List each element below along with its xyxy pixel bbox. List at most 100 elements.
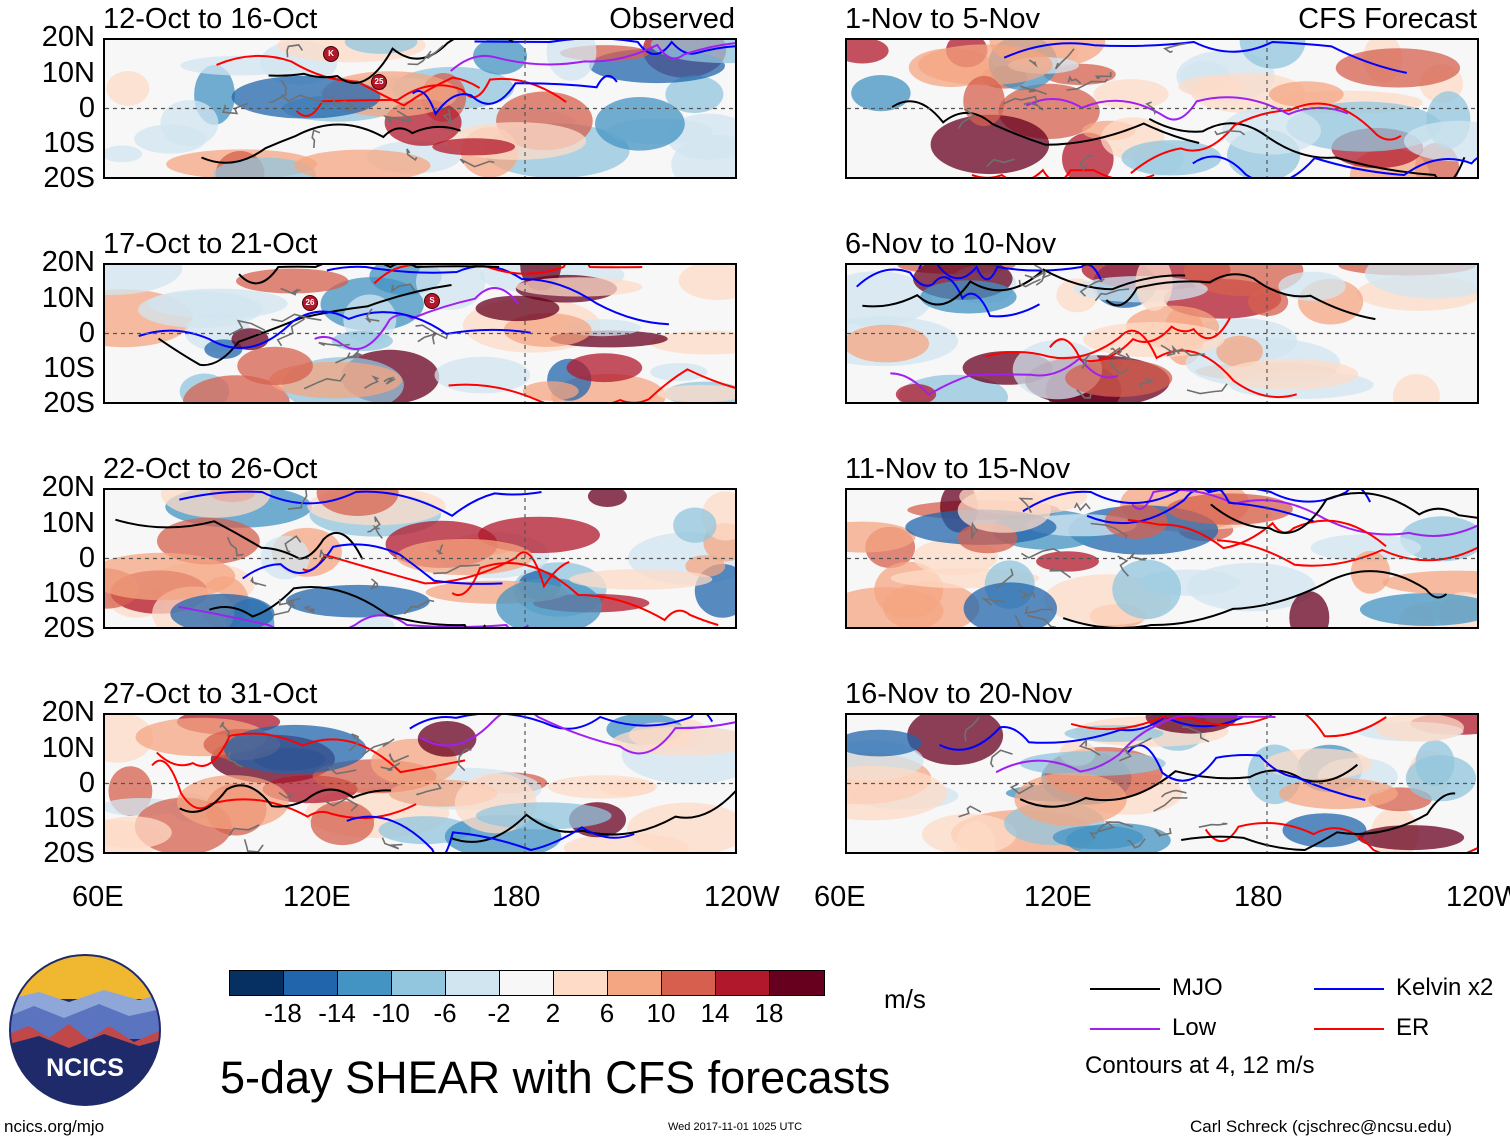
coastline bbox=[1154, 827, 1172, 838]
footer-timestamp: Wed 2017-11-01 1025 UTC bbox=[668, 1121, 803, 1133]
panel-title: 22-Oct to 26-Oct bbox=[103, 453, 318, 485]
contour-line bbox=[157, 284, 452, 367]
shear-shading bbox=[236, 268, 349, 294]
coastline bbox=[1117, 555, 1130, 577]
coastline bbox=[250, 576, 267, 587]
colorbar-swatch bbox=[554, 971, 608, 995]
footer-url[interactable]: ncics.org/mjo bbox=[4, 1117, 105, 1136]
coastline bbox=[958, 805, 982, 818]
coastline bbox=[369, 578, 379, 590]
latitude-label: 20S bbox=[43, 162, 95, 194]
shear-shading bbox=[417, 721, 477, 757]
shear-shading bbox=[1278, 271, 1346, 301]
latitude-label: 20N bbox=[41, 696, 95, 728]
shear-shading bbox=[503, 313, 592, 347]
shear-shading bbox=[656, 384, 735, 402]
coastline bbox=[1198, 822, 1228, 828]
shear-shading bbox=[434, 356, 531, 394]
contour-line bbox=[450, 790, 735, 843]
latitude-label: 10S bbox=[43, 577, 95, 609]
longitude-label: 120E bbox=[283, 881, 351, 913]
coastline bbox=[957, 108, 976, 129]
shear-shading bbox=[148, 288, 288, 319]
contour-line bbox=[1062, 570, 1448, 627]
shear-shading bbox=[1403, 120, 1477, 162]
contour-line bbox=[1181, 792, 1456, 852]
coastline bbox=[1153, 796, 1188, 812]
shear-shading bbox=[1289, 591, 1330, 627]
coastline bbox=[1186, 383, 1228, 395]
contour-line bbox=[862, 268, 1186, 308]
coastline bbox=[271, 313, 322, 323]
shear-shading bbox=[316, 490, 399, 516]
shear-shading bbox=[476, 802, 612, 830]
coastline bbox=[268, 80, 287, 104]
coastline bbox=[288, 490, 308, 510]
shear-shading bbox=[105, 145, 143, 163]
shear-shading bbox=[1247, 287, 1289, 316]
shear-shading bbox=[237, 346, 313, 386]
shear-shading bbox=[665, 75, 724, 114]
panel-title: 6-Nov to 10-Nov bbox=[845, 228, 1057, 260]
shear-shading bbox=[685, 555, 726, 578]
coastline bbox=[364, 308, 380, 323]
shear-shading bbox=[1382, 570, 1477, 595]
latitude-label: 20N bbox=[41, 21, 95, 53]
coastline bbox=[228, 319, 266, 336]
contour-line bbox=[448, 368, 735, 402]
storm-marker: K bbox=[323, 46, 339, 62]
legend-line-3 bbox=[1314, 1028, 1384, 1030]
storm-marker: 25 bbox=[371, 74, 387, 90]
shear-shading bbox=[396, 538, 534, 576]
latitude-label: 10N bbox=[41, 732, 95, 764]
shear-shading bbox=[1405, 755, 1476, 802]
coastline bbox=[1020, 547, 1062, 559]
contour-line bbox=[1130, 102, 1402, 174]
coastline bbox=[226, 536, 244, 557]
shear-shading bbox=[344, 40, 418, 54]
coastline bbox=[1028, 59, 1038, 68]
contour-line bbox=[451, 561, 719, 626]
storm-marker: S bbox=[424, 293, 440, 309]
colorbar-swatch bbox=[230, 971, 284, 995]
colorbar-swatch bbox=[392, 971, 446, 995]
coastline bbox=[383, 376, 396, 385]
coastline bbox=[1079, 154, 1095, 172]
shear-shading bbox=[671, 134, 735, 177]
shear-shading bbox=[1065, 359, 1173, 397]
coastline bbox=[1138, 377, 1155, 388]
shear-shading bbox=[157, 517, 260, 565]
coastline bbox=[1073, 502, 1091, 512]
panel-title: 1-Nov to 5-Nov bbox=[845, 3, 1041, 35]
longitude-label: 120W bbox=[1446, 881, 1510, 913]
shear-shading bbox=[496, 578, 602, 627]
colorbar-tick-label: 2 bbox=[545, 998, 561, 1028]
contour-line bbox=[115, 518, 364, 560]
colorbar-swatch bbox=[446, 971, 500, 995]
shear-shading bbox=[1357, 825, 1465, 851]
coastline bbox=[1014, 614, 1024, 627]
contour-line bbox=[156, 732, 466, 774]
contour-line bbox=[238, 265, 500, 285]
shear-shading bbox=[548, 775, 657, 799]
contour-line bbox=[1022, 490, 1314, 523]
coastline bbox=[1094, 288, 1130, 302]
coastline bbox=[1024, 605, 1053, 615]
panel-title: 11-Nov to 15-Nov bbox=[845, 453, 1071, 485]
latitude-label: 10N bbox=[41, 57, 95, 89]
contour-line bbox=[995, 715, 1276, 774]
shear-shading bbox=[918, 44, 1053, 86]
shear-shading bbox=[1392, 374, 1440, 402]
main-title: 5-day SHEAR with CFS forecasts bbox=[220, 1052, 891, 1103]
colorbar-swatch bbox=[662, 971, 716, 995]
coastline bbox=[1067, 75, 1082, 85]
contour-line bbox=[216, 54, 481, 107]
coastline bbox=[1026, 614, 1057, 627]
contour-line bbox=[179, 490, 542, 517]
contour-line bbox=[346, 815, 635, 852]
contour-line bbox=[856, 268, 1040, 318]
contour-line bbox=[474, 40, 735, 56]
shear-shading bbox=[170, 593, 275, 627]
contour-line bbox=[984, 329, 1297, 399]
shear-shading bbox=[1268, 81, 1344, 108]
